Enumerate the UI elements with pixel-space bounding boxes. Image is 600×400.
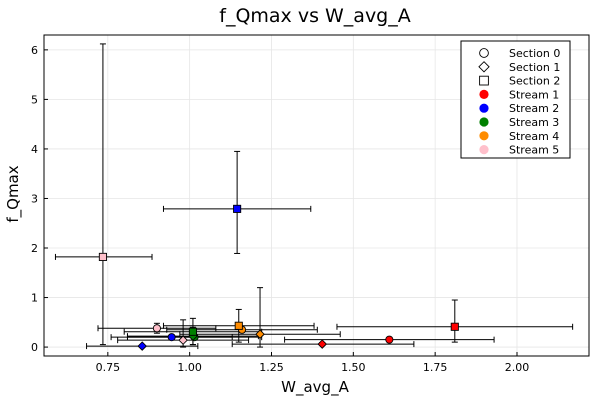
- legend-color-marker: [479, 117, 489, 127]
- legend-color-marker: [479, 131, 489, 141]
- data-point: [234, 321, 243, 330]
- legend-label: Stream 4: [509, 130, 559, 143]
- legend-label: Stream 5: [509, 144, 559, 157]
- legend-marker: [479, 48, 489, 58]
- x-axis-label: W_avg_A: [281, 378, 349, 397]
- y-axis-label: f_Qmax: [4, 165, 23, 222]
- data-point: [233, 204, 242, 213]
- legend-label: Section 1: [509, 61, 560, 74]
- x-tick-label: 0.75: [96, 361, 121, 374]
- legend-marker: [479, 75, 489, 86]
- legend-color-marker: [479, 89, 489, 99]
- y-tick-label: 0: [31, 341, 38, 354]
- x-tick-label: 1.00: [177, 361, 202, 374]
- y-tick-label: 6: [31, 44, 38, 57]
- plot-frame: [43, 34, 590, 357]
- y-tick-label: 1: [31, 292, 38, 305]
- legend-label: Stream 2: [509, 102, 559, 115]
- data-point: [152, 324, 161, 333]
- legend-label: Stream 3: [509, 116, 559, 129]
- legend-box: [460, 40, 571, 159]
- axis-ticks: 0.75 1.00 1.25 1.50 1.75 2.00 0 1 2 3 4 5 6: [31, 44, 529, 374]
- legend-color-marker: [479, 145, 489, 155]
- data-point: [385, 335, 394, 344]
- data-point: [317, 339, 328, 349]
- x-tick-label: 1.75: [423, 361, 448, 374]
- y-tick-label: 3: [31, 192, 38, 205]
- data-point: [137, 341, 147, 351]
- x-tick-label: 1.50: [341, 361, 366, 374]
- y-tick-label: 4: [31, 143, 38, 156]
- y-tick-label: 5: [31, 93, 38, 106]
- data-point: [98, 252, 107, 261]
- legend-marker: [478, 61, 490, 73]
- data-point: [167, 333, 176, 342]
- x-tick-label: 2.00: [505, 361, 530, 374]
- data-point: [178, 335, 188, 345]
- data-point: [188, 327, 197, 336]
- chart-title: f_Qmax vs W_avg_A: [219, 5, 411, 27]
- data-point: [255, 329, 265, 339]
- legend-color-marker: [479, 103, 489, 113]
- x-tick-label: 1.25: [259, 361, 284, 374]
- legend-label: Section 0: [509, 47, 560, 60]
- data-point: [450, 322, 459, 331]
- data-markers: [98, 204, 459, 351]
- y-tick-label: 2: [31, 242, 38, 255]
- legend-label: Stream 1: [509, 88, 559, 101]
- legend-label: Section 2: [509, 75, 560, 88]
